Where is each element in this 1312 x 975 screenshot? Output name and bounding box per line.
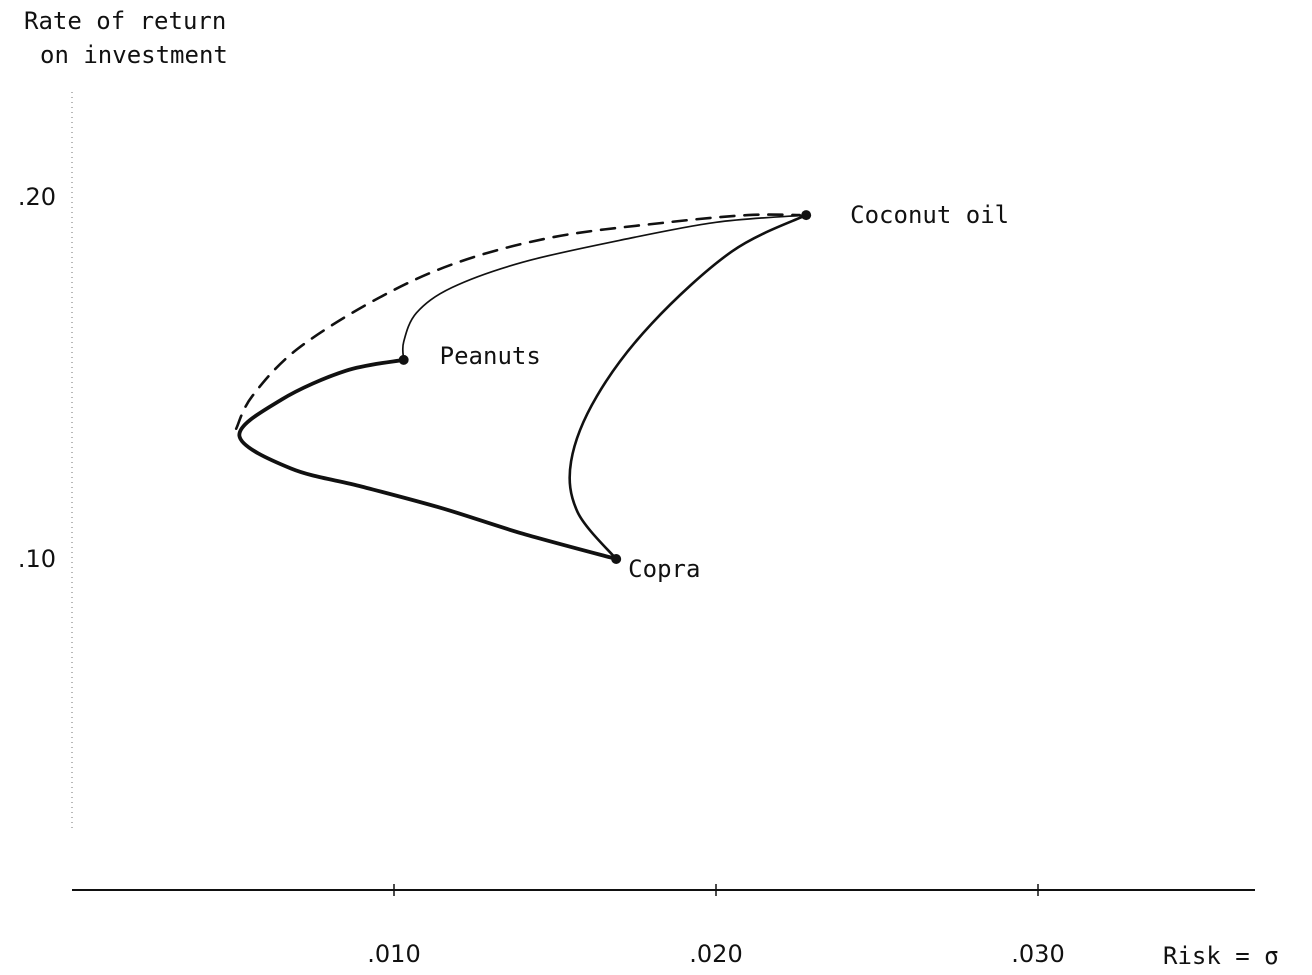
point-marker <box>398 354 409 365</box>
series-lines <box>234 213 808 561</box>
x-tick-label: .030 <box>1011 940 1064 968</box>
frontier-curve-medium <box>568 213 808 561</box>
y-tick-label: .20 <box>18 183 56 211</box>
point-label: Peanuts <box>440 342 541 370</box>
x-tick-label: .010 <box>367 940 420 968</box>
y-axis-label-line2: on investment <box>40 41 228 69</box>
point-marker <box>801 210 812 221</box>
frontier-curve-thin <box>401 214 808 361</box>
frontier-curve-thick <box>237 358 619 561</box>
x-ticks: .010 .020 .030 <box>367 884 1065 968</box>
y-ticks: .20 .10 <box>18 183 56 573</box>
axes <box>71 92 1255 891</box>
x-tick-label: .020 <box>689 940 742 968</box>
y-tick-label: .10 <box>18 545 56 573</box>
y-axis-label-line1: Rate of return <box>24 7 226 35</box>
point-marker <box>611 554 622 564</box>
point-label: Coconut oil <box>850 201 1009 229</box>
frontier-curve-dashed <box>234 213 801 430</box>
data-points: Coconut oil Peanuts Copra <box>398 201 1009 583</box>
point-label: Copra <box>628 555 700 583</box>
x-axis-label: Risk = σ <box>1163 942 1279 970</box>
